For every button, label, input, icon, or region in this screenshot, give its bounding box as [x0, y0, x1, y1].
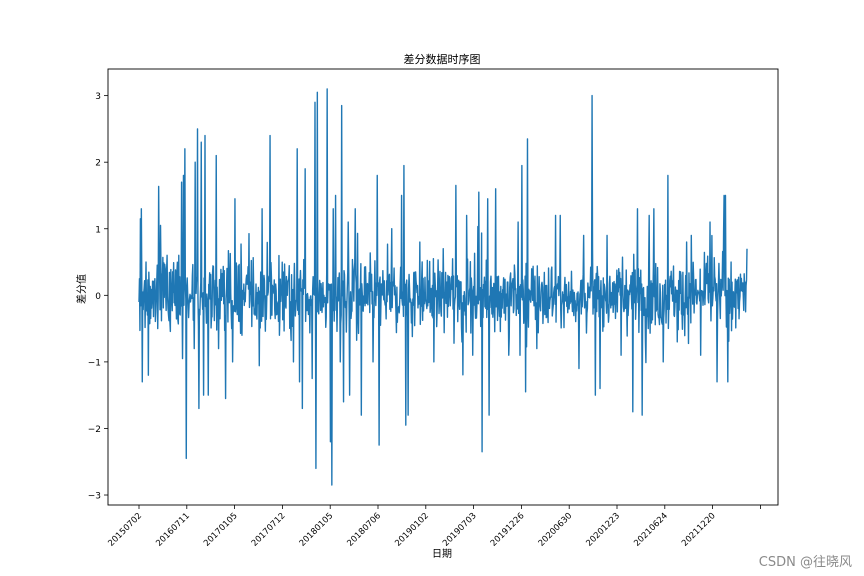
plot-frame — [107, 68, 779, 506]
x-tick-label: 20210624 — [632, 511, 670, 549]
y-tick-label: 0 — [95, 292, 101, 302]
x-tick-label: 20200630 — [537, 511, 575, 549]
x-tick-label: 20170105 — [202, 511, 240, 549]
x-axis: 20150702 20160711 20170105 20170712 20180105… — [106, 505, 761, 549]
x-tick-label: 20201223 — [584, 511, 622, 549]
y-tick-label: 2 — [95, 159, 101, 169]
x-tick-label: 20190703 — [441, 511, 479, 549]
y-tick-label: −3 — [88, 492, 101, 502]
x-tick-label: 20190102 — [393, 511, 431, 549]
x-tick-label: 20211220 — [680, 511, 718, 549]
x-tick-label: 20150702 — [106, 511, 144, 549]
x-axis-label: 日期 — [432, 548, 452, 560]
series-line — [138, 88, 748, 486]
y-tick-label: 3 — [95, 92, 101, 102]
y-tick-label: −1 — [88, 358, 101, 368]
series-layer — [138, 88, 748, 486]
y-tick-label: −2 — [88, 425, 101, 435]
watermark: CSDN @往晓风 — [758, 555, 852, 570]
x-tick-label: 20160711 — [154, 511, 192, 549]
y-axis-label: 差分值 — [75, 274, 88, 304]
x-tick-label: 20180706 — [345, 511, 383, 549]
chart-title: 差分数据时序图 — [404, 52, 481, 66]
x-tick-label: 20191226 — [489, 511, 527, 549]
y-tick-label: 1 — [95, 225, 101, 235]
x-tick-label: 20180105 — [298, 511, 336, 549]
y-axis: −3 −2 −1 0 1 2 3 — [88, 92, 108, 502]
x-tick-label: 20170712 — [250, 511, 288, 549]
